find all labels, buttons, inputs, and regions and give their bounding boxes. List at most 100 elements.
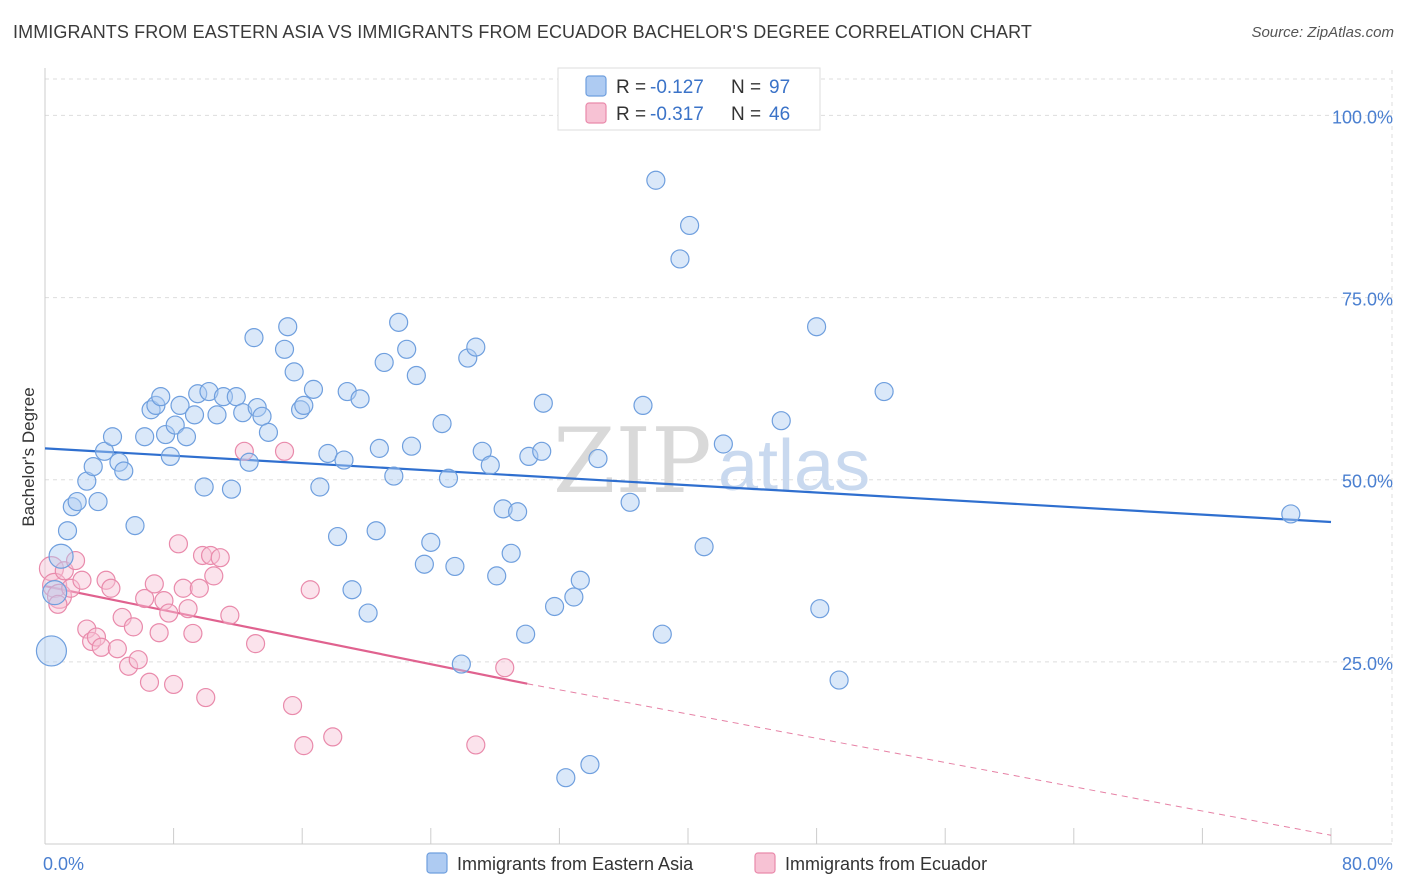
point-ecuador — [77, 619, 97, 639]
point-eastern-asia — [451, 654, 471, 674]
point-eastern-asia — [170, 395, 190, 415]
point-ecuador — [189, 578, 209, 598]
point-ecuador — [495, 658, 515, 678]
point-eastern-asia — [318, 443, 338, 464]
point-eastern-asia — [67, 491, 87, 512]
point-eastern-asia — [226, 387, 246, 407]
point-eastern-asia — [342, 580, 362, 600]
legend-n-label-eastern-asia: N = — [731, 77, 761, 98]
point-eastern-asia — [94, 441, 115, 461]
point-ecuador — [274, 441, 295, 461]
y-tick-label: 25.0% — [1342, 654, 1393, 674]
point-eastern-asia — [493, 499, 513, 519]
point-eastern-asia — [480, 455, 500, 475]
point-eastern-asia — [165, 415, 185, 435]
point-eastern-asia — [487, 566, 507, 586]
watermark-atlas-text: atlas — [718, 426, 870, 506]
y-tick-label: 100.0% — [1332, 107, 1393, 127]
point-eastern-asia — [42, 580, 68, 606]
legend-n-value-ecuador: 46 — [769, 104, 790, 125]
point-eastern-asia — [334, 450, 354, 470]
point-eastern-asia — [366, 521, 386, 541]
point-eastern-asia — [369, 438, 389, 458]
series-legend: Immigrants from Eastern Asia Immigrants … — [426, 852, 987, 874]
point-eastern-asia — [350, 389, 370, 409]
point-eastern-asia — [389, 312, 409, 332]
tick-labels: 25.0% 50.0% 75.0% 100.0% 0.0% 80.0% — [43, 107, 1393, 874]
point-eastern-asia — [135, 427, 155, 447]
point-eastern-asia — [247, 397, 267, 418]
y-axis-label: Bachelor's Degree — [19, 387, 38, 526]
point-ecuador — [300, 580, 320, 600]
point-ecuador — [245, 634, 266, 654]
point-eastern-asia — [303, 379, 324, 399]
watermark-zip-text: ZIP — [553, 409, 712, 514]
point-eastern-asia — [397, 339, 417, 359]
points-eastern-asia — [35, 170, 1301, 788]
point-eastern-asia — [533, 393, 553, 413]
point-ecuador — [168, 534, 189, 554]
point-ecuador — [149, 623, 169, 643]
trend-line-ecuador — [44, 585, 528, 685]
point-ecuador — [128, 650, 148, 670]
point-eastern-asia — [88, 491, 108, 512]
x-tick-label: 0.0% — [43, 854, 84, 874]
point-eastern-asia — [374, 352, 394, 373]
point-ecuador — [144, 574, 164, 594]
point-eastern-asia — [694, 537, 714, 557]
point-eastern-asia — [806, 317, 827, 337]
point-eastern-asia — [406, 365, 426, 386]
point-eastern-asia — [874, 381, 894, 402]
series-legend-swatch-ecuador — [754, 852, 776, 874]
point-eastern-asia — [176, 427, 197, 447]
legend-swatch-ecuador — [585, 102, 607, 124]
point-eastern-asia — [652, 624, 672, 644]
point-ecuador — [135, 588, 155, 609]
correlation-legend: R = -0.127 N = 97 R = -0.317 N = 46 — [557, 67, 821, 131]
point-ecuador — [72, 570, 92, 590]
point-eastern-asia — [274, 339, 295, 359]
point-ecuador — [46, 583, 73, 609]
point-ecuador — [234, 441, 254, 461]
point-ecuador — [123, 617, 144, 637]
point-eastern-asia — [109, 452, 129, 472]
point-eastern-asia — [114, 461, 134, 481]
point-ecuador — [86, 627, 107, 647]
point-eastern-asia — [810, 599, 830, 619]
point-eastern-asia — [35, 635, 68, 667]
chart-source: Source: ZipAtlas.com — [1251, 24, 1394, 41]
chart-title: IMMIGRANTS FROM EASTERN ASIA VS IMMIGRAN… — [13, 22, 1032, 42]
point-ecuador — [282, 695, 303, 716]
point-eastern-asia — [633, 395, 653, 415]
y-tick-label: 75.0% — [1342, 290, 1393, 310]
point-ecuador — [204, 566, 224, 586]
series-legend-swatch-eastern-asia — [426, 852, 448, 874]
point-eastern-asia — [508, 502, 528, 522]
point-eastern-asia — [646, 170, 666, 190]
point-ecuador — [118, 656, 139, 676]
point-eastern-asia — [829, 670, 849, 690]
point-eastern-asia — [544, 596, 565, 617]
point-eastern-asia — [421, 532, 441, 552]
axes — [44, 68, 1392, 845]
point-eastern-asia — [438, 468, 459, 488]
point-ecuador — [91, 637, 111, 657]
point-eastern-asia — [194, 477, 214, 497]
point-ecuador — [220, 605, 240, 625]
point-eastern-asia — [239, 452, 259, 472]
point-eastern-asia — [233, 403, 253, 423]
point-ecuador — [112, 607, 132, 628]
point-eastern-asia — [207, 405, 227, 425]
point-ecuador — [323, 727, 343, 747]
point-ecuador — [173, 578, 193, 598]
point-eastern-asia — [556, 768, 576, 788]
point-eastern-asia — [414, 554, 434, 574]
x-tick-label: 80.0% — [1342, 854, 1393, 874]
point-ecuador — [159, 603, 179, 623]
point-eastern-asia — [532, 441, 552, 461]
point-eastern-asia — [151, 387, 171, 407]
point-eastern-asia — [570, 570, 590, 590]
point-eastern-asia — [680, 215, 700, 236]
trend-lines — [44, 447, 1332, 836]
